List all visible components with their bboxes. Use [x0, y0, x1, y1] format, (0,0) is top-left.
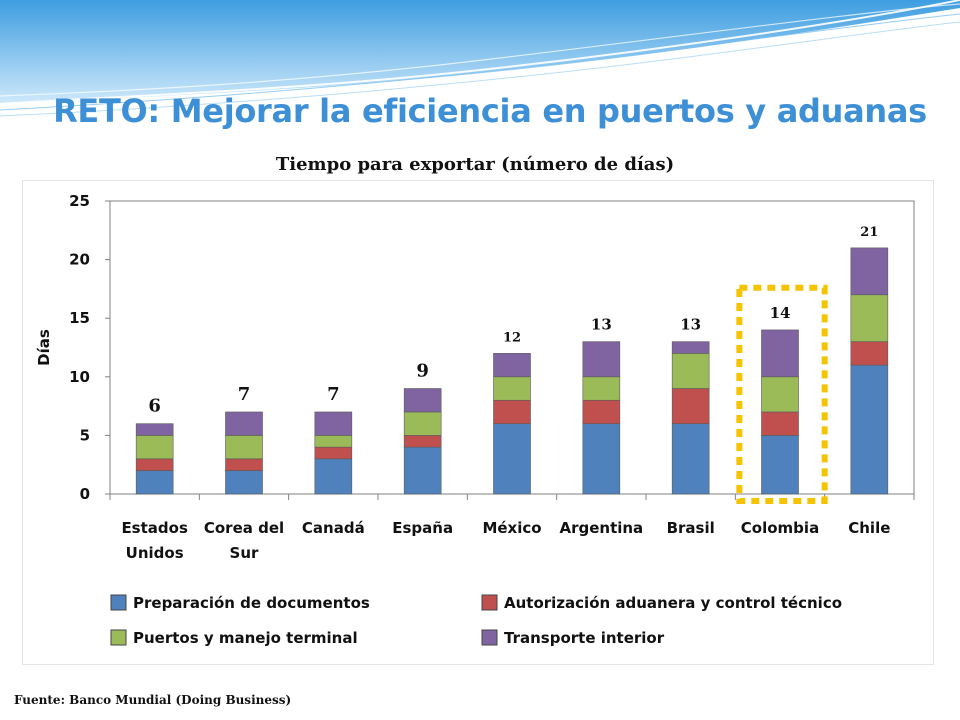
x-category-label: Corea del [204, 519, 284, 537]
y-tick-label: 20 [69, 251, 90, 269]
bar-segment [850, 341, 889, 366]
x-category-label: Unidos [126, 544, 184, 562]
bar-segment [850, 364, 889, 495]
bar-segment [314, 411, 353, 436]
legend-swatch [110, 629, 127, 646]
x-category-label: España [392, 519, 453, 537]
bar-segment [403, 388, 442, 413]
bar-segment [135, 423, 174, 436]
x-category-label: Brasil [667, 519, 715, 537]
bar-segment [225, 458, 263, 471]
bar-segment [403, 435, 442, 448]
bar-segment [135, 435, 174, 460]
x-category-label: Sur [230, 544, 259, 562]
bar-segment [493, 376, 531, 401]
bar-segment [582, 399, 621, 424]
bar-segment [403, 446, 442, 495]
bar-segment [850, 247, 889, 296]
bar-total-label: 7 [238, 384, 251, 405]
legend-swatch [110, 594, 127, 611]
bar-segment [582, 376, 621, 401]
bar-segment [314, 446, 353, 460]
y-tick-label: 25 [69, 192, 90, 210]
bar-segment [403, 411, 442, 436]
bar-segment [582, 341, 621, 378]
bar-segment [225, 470, 263, 495]
bar-segment [225, 411, 263, 436]
bar-segment [761, 376, 799, 413]
bar-segment [493, 399, 531, 424]
chart-title: Tiempo para exportar (número de días) [275, 154, 675, 175]
bar-total-label: 7 [327, 384, 340, 405]
legend-swatch [481, 594, 498, 611]
bar-segment [850, 294, 889, 342]
source-note: Fuente: Banco Mundial (Doing Business) [14, 693, 292, 707]
x-category-label: Colombia [741, 519, 819, 537]
bar-total-label: 14 [770, 304, 791, 322]
bar-total-label: 13 [680, 316, 701, 334]
slide-title: RETO: Mejorar la eficiencia en puertos y… [53, 92, 927, 130]
bar-segment [671, 353, 710, 389]
legend-label: Autorización aduanera y control técnico [504, 594, 842, 612]
legend-label: Preparación de documentos [133, 594, 370, 612]
stacked-bar-chart: 0 5 10 15 20 25 Días 6 Estados Unidos 7 Corea del Su… [35, 192, 915, 647]
bar-segment [493, 353, 531, 378]
bar-segment [314, 458, 353, 495]
bar-total-label: 6 [148, 396, 161, 417]
x-category-label: Argentina [559, 519, 643, 537]
bar-segment [671, 388, 710, 424]
x-category-label: México [482, 519, 541, 537]
header-wave-decoration [0, 0, 960, 117]
colombia-highlight-box [736, 284, 828, 504]
legend-swatch [481, 629, 498, 646]
y-axis-label: Días [35, 329, 53, 366]
x-category-label: Chile [848, 519, 890, 537]
bar-segment [671, 423, 710, 495]
legend-label: Transporte interior [504, 629, 665, 647]
bar-segment [761, 411, 799, 436]
x-category-label: Canadá [302, 519, 365, 537]
bar-total-label: 13 [591, 316, 612, 334]
x-category-label: Estados [121, 519, 188, 537]
bar-total-label: 9 [416, 361, 429, 382]
y-tick-label: 15 [69, 309, 90, 327]
bar-segment [761, 329, 799, 378]
bar-segment [493, 423, 531, 495]
y-tick-label: 10 [69, 368, 90, 386]
y-tick-label: 0 [80, 485, 90, 503]
bar-segment [135, 458, 174, 471]
legend-label: Puertos y manejo terminal [133, 629, 358, 647]
bar-segment [582, 423, 621, 495]
bar-segment [314, 435, 353, 448]
chart-frame: 0 5 10 15 20 25 Días 6 Estados Unidos 7 Corea del Su… [22, 180, 934, 665]
bar-segment [671, 341, 710, 354]
bar-segment [761, 435, 799, 495]
bar-segment [225, 435, 263, 460]
y-tick-label: 5 [80, 426, 90, 444]
bar-total-label: 12 [503, 330, 521, 345]
bar-total-label: 21 [860, 225, 878, 240]
bar-segment [135, 470, 174, 495]
